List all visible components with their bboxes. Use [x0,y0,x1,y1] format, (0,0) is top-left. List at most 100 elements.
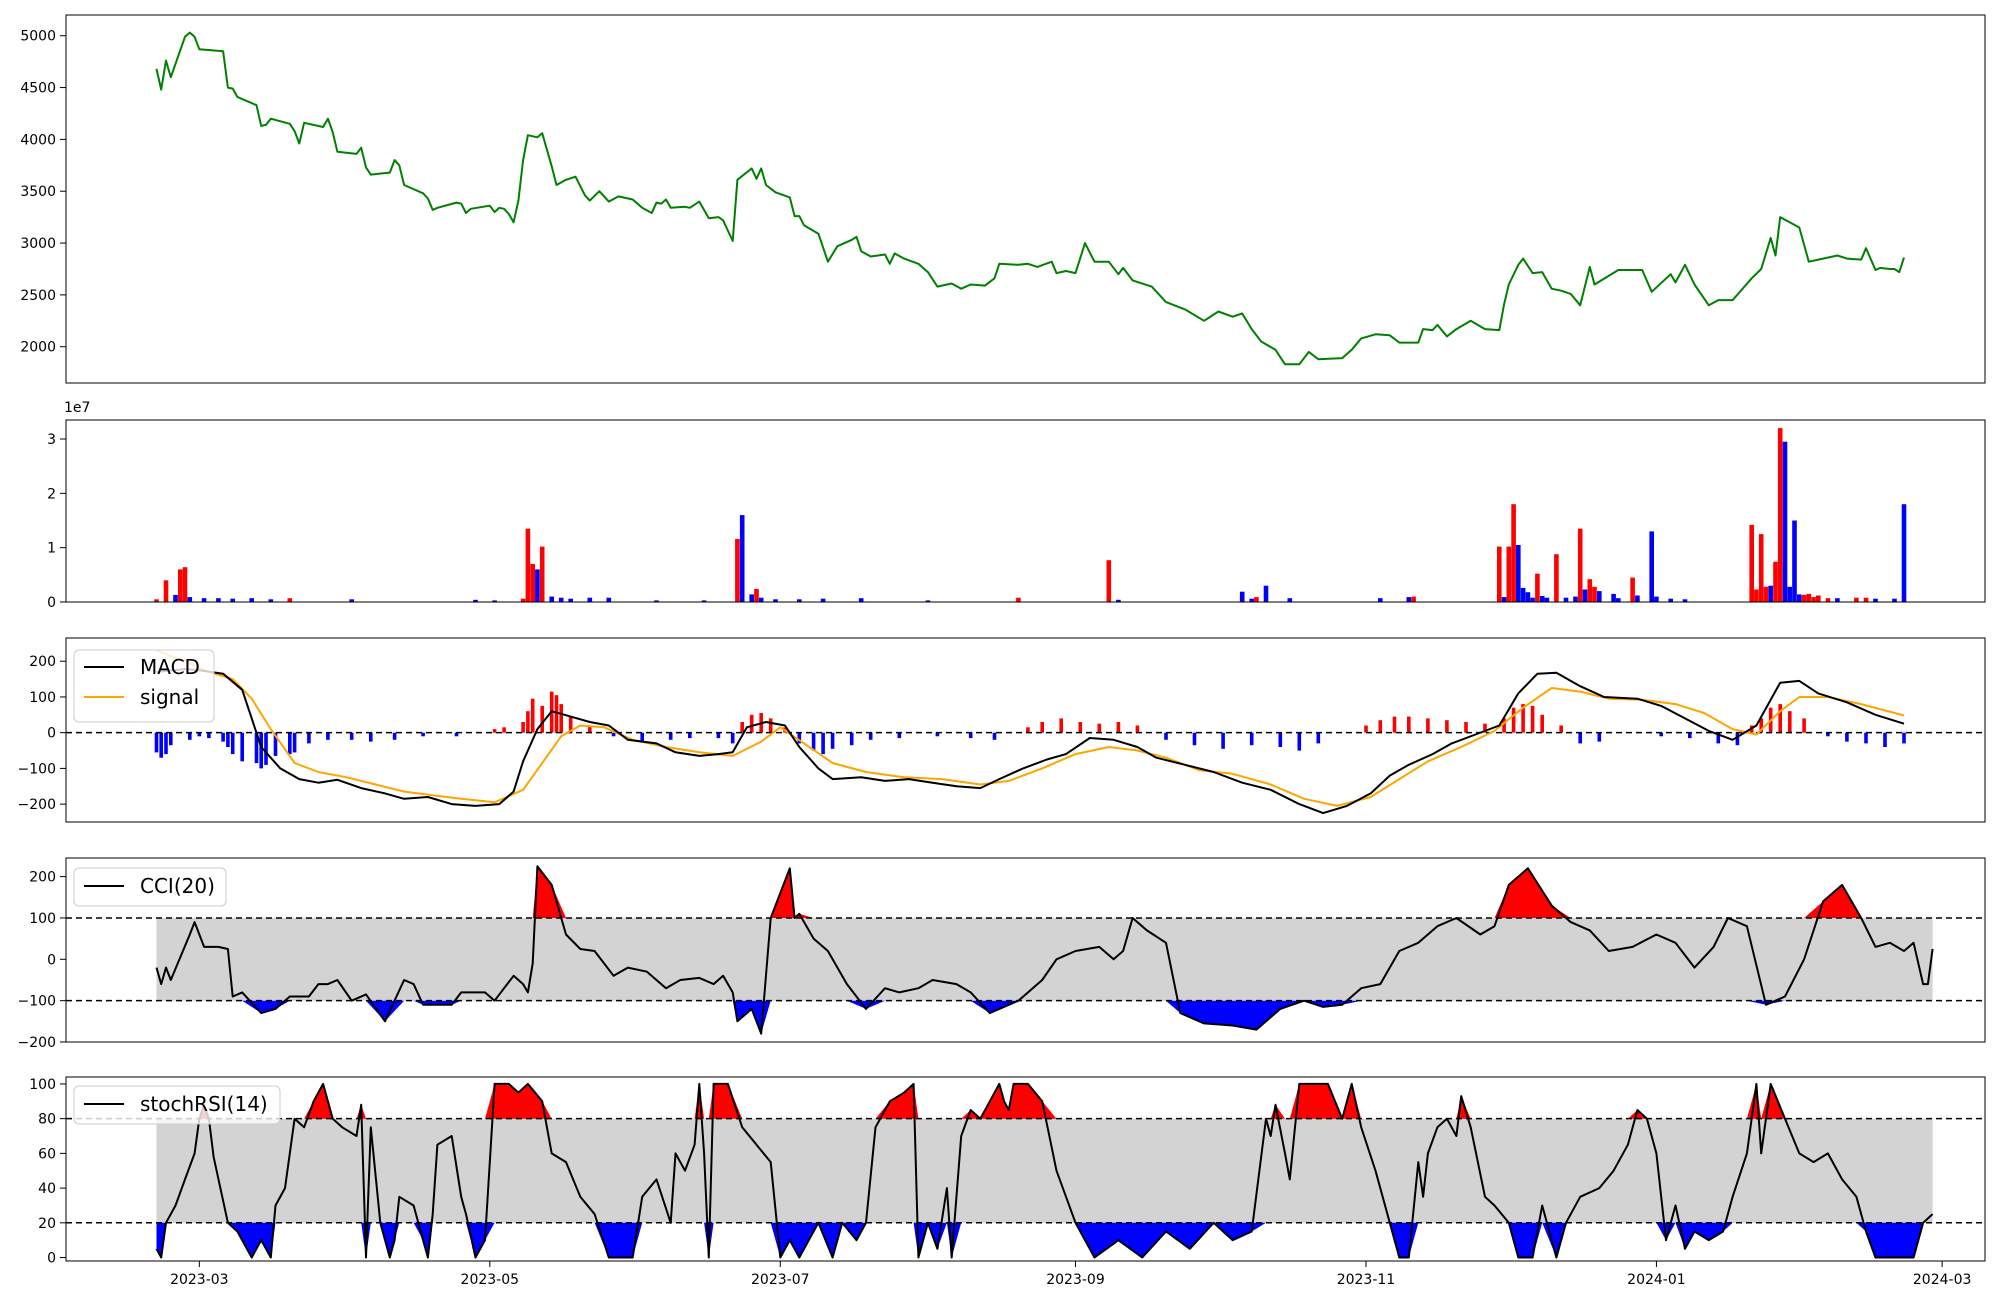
macd-histogram-bar [230,732,235,755]
volume-bar [1573,596,1578,602]
stochrsi-legend-box [73,1085,281,1125]
macd-histogram-bar [540,705,544,733]
macd-histogram-bar [868,732,873,740]
cci-ytick-label: −200 [18,1035,56,1051]
macd-ytick-label: 100 [29,690,56,706]
cci-line [155,865,1934,1035]
macd-histogram-bar [1483,723,1487,733]
volume-bar [1254,597,1259,602]
price-y-axis: 2000 2500 3000 3500 4000 4500 5000 [20,29,66,356]
volume-bar [1649,531,1654,602]
volume-bar [182,567,188,602]
macd-histogram-bar [1392,716,1397,733]
macd-histogram-bar [1845,732,1849,742]
volume-bar [1787,586,1793,602]
volume-bar [1630,577,1635,602]
macd-histogram-bar [588,725,592,733]
volume-bar [606,597,612,602]
volume-bar [187,597,193,602]
volume-bar [154,599,159,602]
volume-bar [216,598,221,602]
stochrsi-neutral-band [156,1118,1933,1223]
macd-histogram-bar [1278,732,1283,747]
macd-histogram-bar [992,732,997,740]
macd-histogram-bar [1407,716,1411,733]
macd-histogram-bar [1464,722,1468,733]
macd-histogram-bar [1116,722,1121,733]
cci-panel: −200 −100 0 100 200 CCI(20) [18,857,1986,1051]
macd-histogram-bar [521,722,525,733]
volume-bar [1611,593,1616,602]
volume-bar [1378,598,1383,602]
macd-histogram-bar [454,732,459,737]
macd-histogram-bar [164,732,168,755]
xtick-label: 2023-11 [1337,1272,1396,1288]
volume-bar [173,594,178,602]
xtick-label: 2023-05 [461,1272,520,1288]
volume-bar [1635,595,1640,602]
macd-legend-label: MACD [140,655,200,679]
macd-histogram-bar [1788,711,1792,733]
volume-bar [1501,597,1507,602]
cci-ytick-label: 100 [29,911,56,927]
volume-bar [1511,504,1516,602]
volume-bar [1863,597,1869,602]
macd-histogram-bar [254,732,259,764]
volume-bar [525,528,531,602]
macd-histogram-bar [1097,723,1102,733]
macd-histogram-bar [259,732,263,769]
volume-bar [1668,598,1673,602]
macd-histogram-bar [1659,732,1663,737]
volume-bar [520,598,526,602]
macd-histogram-bar [292,732,297,753]
macd-legend: MACD signal [73,649,215,723]
volume-ytick-label: 0 [47,595,56,611]
volume-bar [1654,596,1659,602]
macd-histogram-bar [1026,727,1030,733]
volume-bar [1873,598,1878,602]
xtick-label: 2023-03 [170,1272,229,1288]
macd-histogram-bar [1249,732,1254,746]
volume-bar [1801,594,1807,602]
macd-ytick-label: 0 [47,726,56,742]
volume-bar [1239,591,1245,602]
stochrsi-legend-label: stochRSI(14) [140,1092,268,1116]
date-x-axis: 2023-03 2023-05 2023-07 2023-09 2023-11 2024-… [170,1261,1971,1288]
volume-bar [1016,597,1021,602]
macd-histogram-bar [640,732,644,742]
volume-bar [230,598,235,602]
macd-histogram-bar [1540,714,1544,733]
volume-bar [1249,598,1254,602]
volume-bar [1758,534,1764,602]
volume-bar [1597,591,1602,602]
macd-histogram-bar [849,732,854,746]
stochrsi-ytick-label: 80 [38,1112,56,1128]
volume-bar [1411,596,1416,602]
volume-bar [925,600,931,602]
macd-histogram-bar [1883,732,1887,747]
macd-histogram-bar [1597,732,1602,742]
volume-bar [1544,597,1550,602]
volume-bar [287,598,293,602]
volume-bar [1854,597,1859,602]
macd-histogram-bar [768,718,773,733]
macd-histogram-bar [1164,732,1168,740]
macd-ytick-label: −200 [18,797,56,813]
volume-bar [558,597,564,602]
price-ytick-label: 2000 [20,340,56,356]
macd-histogram-bar [1716,732,1721,744]
volume-bar [1811,597,1816,602]
stochrsi-line [155,1082,1934,1259]
price-ytick-label: 4000 [20,132,56,148]
macd-histogram-bar [1192,732,1197,746]
macd-histogram-bar [154,732,159,753]
stochrsi-ytick-label: 100 [29,1077,56,1093]
volume-bar [1287,598,1293,602]
macd-histogram-bar [530,698,535,733]
volume-bar [1582,589,1588,602]
volume-bar [492,600,497,602]
macd-line [156,668,1905,815]
volume-bar [797,599,802,602]
macd-plot-layer [66,649,1985,815]
